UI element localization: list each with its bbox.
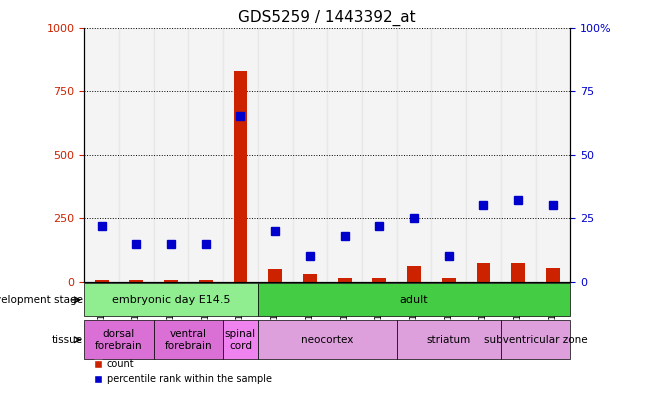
Bar [223,28,258,282]
Bar [327,28,362,282]
FancyBboxPatch shape [501,320,570,359]
Bar [546,268,560,282]
Bar [397,28,432,282]
Bar [432,28,466,282]
FancyBboxPatch shape [223,320,258,359]
Text: development stage: development stage [0,295,82,305]
Bar [154,28,189,282]
Text: adult: adult [400,295,428,305]
Text: neocortex: neocortex [301,335,353,345]
FancyBboxPatch shape [397,320,501,359]
Title: GDS5259 / 1443392_at: GDS5259 / 1443392_at [238,10,416,26]
Bar [373,278,386,282]
Bar [119,28,154,282]
FancyBboxPatch shape [84,283,258,316]
Bar [268,269,282,282]
FancyBboxPatch shape [84,320,154,359]
Bar [535,28,570,282]
Bar [130,280,143,282]
Bar [164,280,178,282]
Bar [199,280,213,282]
Bar [258,28,292,282]
FancyBboxPatch shape [258,320,397,359]
Bar [233,71,248,282]
Bar [362,28,397,282]
Bar [338,278,351,282]
Bar [189,28,223,282]
Text: dorsal
forebrain: dorsal forebrain [95,329,143,351]
FancyBboxPatch shape [258,283,570,316]
Bar [407,266,421,282]
Legend: count, percentile rank within the sample: count, percentile rank within the sample [89,356,275,388]
Bar [501,28,535,282]
FancyBboxPatch shape [154,320,223,359]
Bar [292,28,327,282]
Text: subventricular zone: subventricular zone [483,335,587,345]
Text: embryonic day E14.5: embryonic day E14.5 [111,295,230,305]
Bar [511,263,525,282]
Bar [442,278,456,282]
Text: ventral
forebrain: ventral forebrain [165,329,212,351]
Bar [303,274,317,282]
Text: tissue: tissue [51,335,82,345]
Bar [84,28,119,282]
Bar [476,263,491,282]
Bar [95,280,109,282]
Text: spinal
cord: spinal cord [225,329,256,351]
Bar [466,28,501,282]
Text: striatum: striatum [426,335,471,345]
